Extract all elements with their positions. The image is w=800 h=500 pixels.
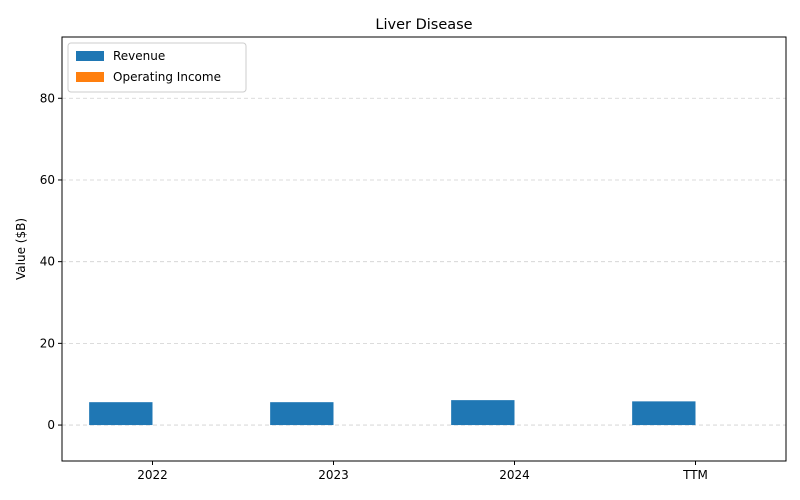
legend-swatch xyxy=(76,72,104,82)
chart-title: Liver Disease xyxy=(375,17,472,33)
x-tick-label: 2024 xyxy=(499,468,530,482)
y-tick-label: 80 xyxy=(40,91,55,105)
bar-revenue-ttm xyxy=(632,401,696,426)
y-tick-label: 20 xyxy=(40,336,55,350)
x-tick-label: 2023 xyxy=(318,468,349,482)
x-axis-ticks: 2022 2023 2024 TTM xyxy=(137,461,708,482)
y-axis-ticks: 0 20 40 60 80 xyxy=(40,91,62,432)
legend-label: Operating Income xyxy=(113,70,221,84)
y-tick-label: 60 xyxy=(40,173,55,187)
bar-revenue-2022 xyxy=(89,402,153,426)
legend: Revenue Operating Income xyxy=(67,42,247,93)
legend-label: Revenue xyxy=(113,49,165,63)
legend-swatch xyxy=(76,51,104,61)
y-tick-label: 0 xyxy=(47,418,55,432)
bar-revenue-2023 xyxy=(270,402,334,426)
legend-frame xyxy=(67,42,247,93)
x-tick-label: TTM xyxy=(682,468,708,482)
x-tick-label: 2022 xyxy=(137,468,168,482)
y-axis-title: Value ($B) xyxy=(14,218,28,280)
plot-area-frame xyxy=(61,36,787,462)
bars xyxy=(89,400,696,426)
y-tick-label: 40 xyxy=(40,255,55,269)
bar-revenue-2024 xyxy=(451,400,515,426)
